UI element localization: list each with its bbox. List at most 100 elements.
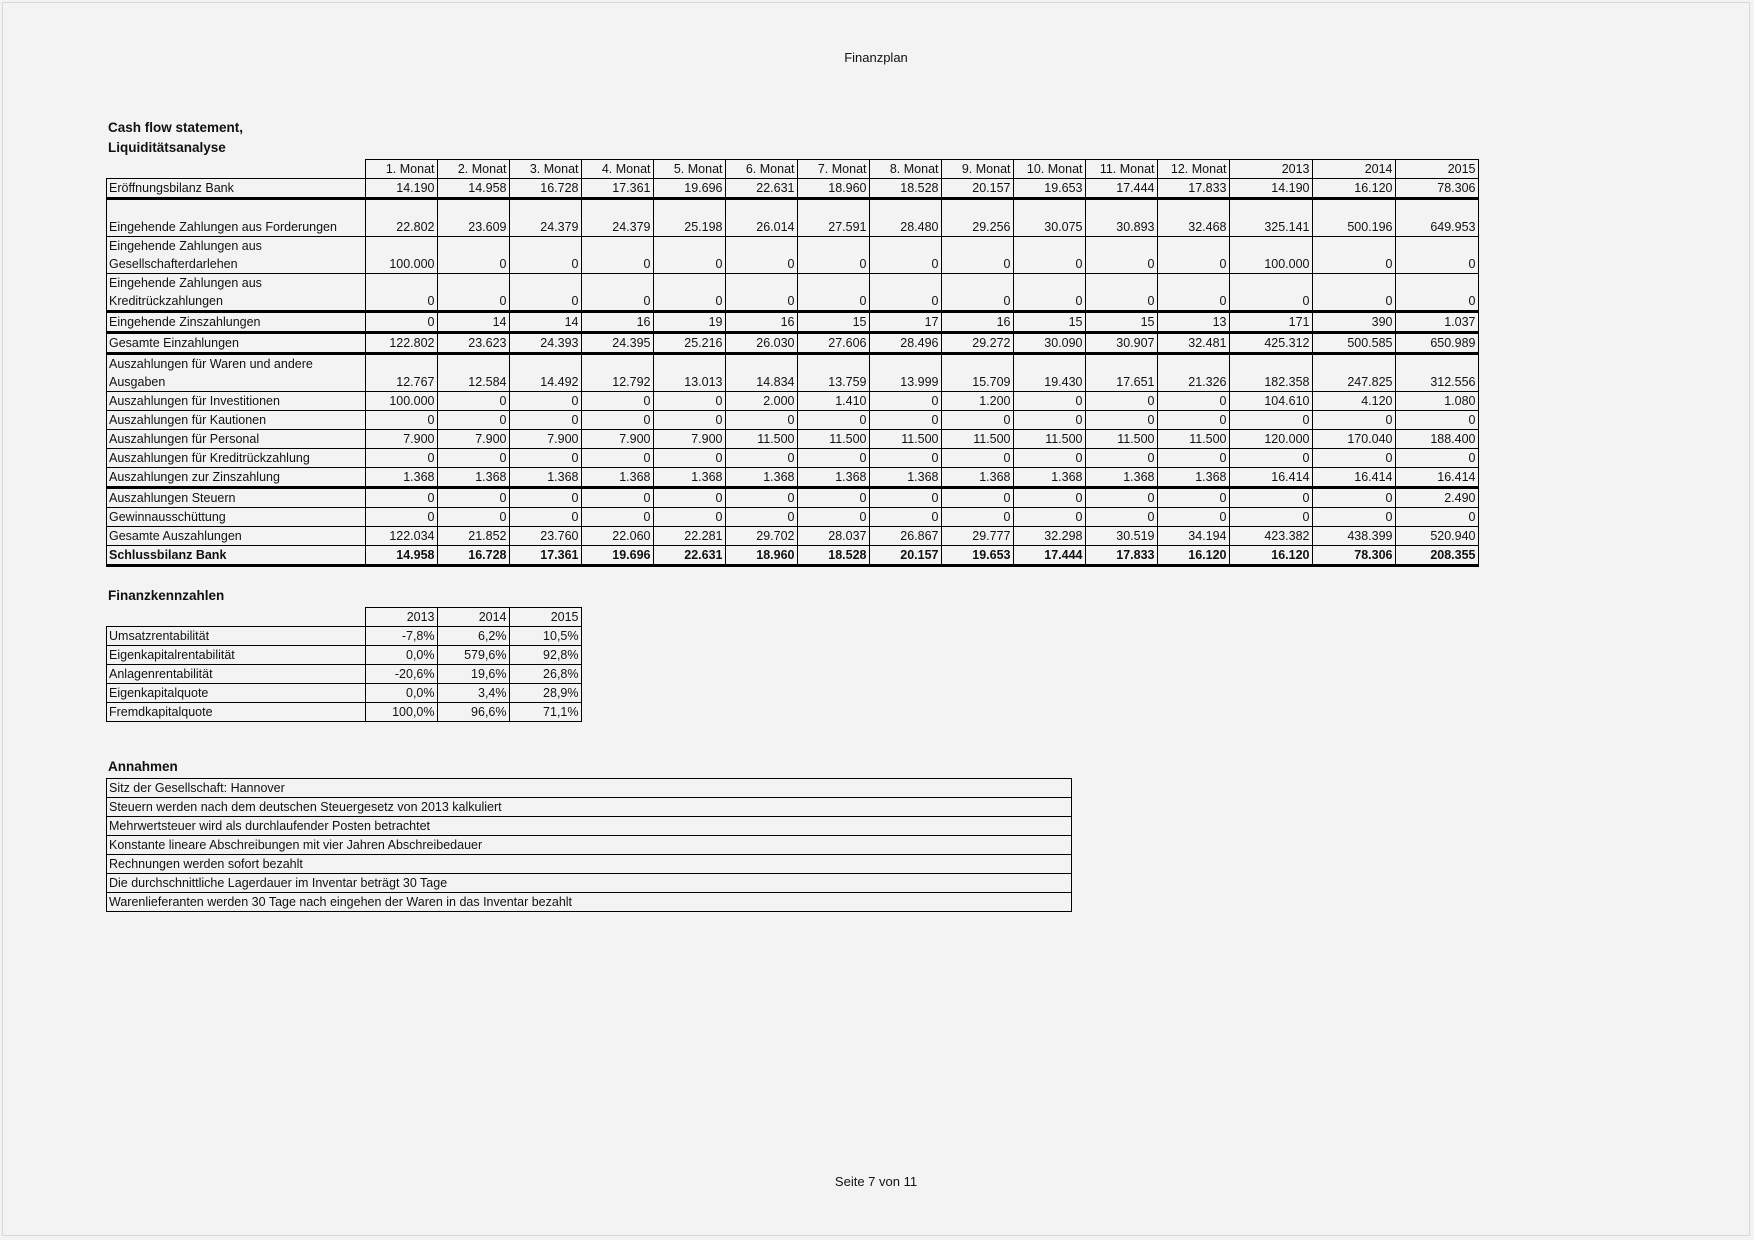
value-cell: 0 (652, 448, 726, 468)
kennzahlen-heading: Finanzkennzahlen (108, 588, 225, 603)
assumption-text: Warenlieferanten werden 30 Tage nach ein… (106, 892, 1072, 912)
value-cell: 15.709 (940, 352, 1014, 392)
value-cell: 19.653 (1012, 178, 1086, 199)
value-cell: 0 (364, 507, 438, 527)
table-row: Auszahlungen für Personal 7.900 7.900 7.900… (106, 429, 1479, 449)
value-cell: 0 (364, 486, 438, 508)
cashflow-subheading: Liquiditätsanalyse (108, 140, 226, 155)
row-label: Umsatzrentabilität (106, 626, 366, 646)
assumption-row: Rechnungen werden sofort bezahlt (106, 854, 1072, 874)
value-cell: 1.368 (580, 467, 654, 488)
column-header: 9. Monat (940, 159, 1014, 179)
value-cell: 0 (364, 310, 438, 333)
value-cell: 27.606 (796, 331, 870, 354)
value-cell: 120.000 (1228, 429, 1313, 449)
table-row: Auszahlungen für Kautionen 0 0 0 0 0 0 0 0 0 0 0 0 0 0… (106, 410, 1479, 430)
value-cell: 0 (1012, 486, 1086, 508)
value-cell: 13.013 (652, 352, 726, 392)
value-cell: 0 (1394, 448, 1479, 468)
value-cell: 11.500 (868, 429, 942, 449)
value-cell: -7,8% (364, 626, 438, 646)
value-cell: 92,8% (508, 645, 582, 665)
value-cell: 0 (652, 486, 726, 508)
value-cell: 26.030 (724, 331, 798, 354)
assumption-text: Die durchschnittliche Lagerdauer im Inve… (106, 873, 1072, 893)
value-cell: 6,2% (436, 626, 510, 646)
column-header: 2014 (1311, 159, 1396, 179)
value-cell: 171 (1228, 310, 1313, 333)
table-row: Gesamte Auszahlungen 122.034 21.852 23.760 2… (106, 526, 1479, 546)
value-cell: 325.141 (1228, 197, 1313, 237)
value-cell: 0 (436, 236, 510, 274)
value-cell: 0 (724, 448, 798, 468)
value-cell: 22.631 (652, 545, 726, 567)
value-cell: 24.379 (580, 197, 654, 237)
value-cell: 0 (868, 391, 942, 411)
value-cell: 16.414 (1228, 467, 1313, 488)
value-cell: 30.907 (1084, 331, 1158, 354)
value-cell: 0 (652, 236, 726, 274)
value-cell: 0 (580, 410, 654, 430)
value-cell: 15 (1084, 310, 1158, 333)
value-cell: 104.610 (1228, 391, 1313, 411)
value-cell: 100.000 (1228, 236, 1313, 274)
value-cell: 0 (868, 448, 942, 468)
value-cell: 0 (940, 410, 1014, 430)
value-cell: 2.490 (1394, 486, 1479, 508)
assumption-text: Konstante lineare Abschreibungen mit vie… (106, 835, 1072, 855)
value-cell: 29.702 (724, 526, 798, 546)
value-cell: 32.468 (1156, 197, 1230, 237)
value-cell: 12.584 (436, 352, 510, 392)
value-cell: 20.157 (940, 178, 1014, 199)
annahmen-heading: Annahmen (108, 759, 178, 774)
value-cell: 0 (1394, 236, 1479, 274)
table-row: Eigenkapitalrentabilität 0,0% 579,6% 92,8% (106, 645, 582, 665)
value-cell: 25.198 (652, 197, 726, 237)
column-header: 6. Monat (724, 159, 798, 179)
value-cell: 14.190 (364, 178, 438, 199)
value-cell: 0 (652, 273, 726, 312)
row-label: Auszahlungen für Personal (106, 429, 366, 449)
value-cell: 0 (508, 486, 582, 508)
value-cell: 122.034 (364, 526, 438, 546)
value-cell: 11.500 (796, 429, 870, 449)
row-label: Eigenkapitalquote (106, 683, 366, 703)
value-cell: 78.306 (1311, 545, 1396, 567)
value-cell: 11.500 (1012, 429, 1086, 449)
value-cell: 0 (940, 236, 1014, 274)
value-cell: 1.080 (1394, 391, 1479, 411)
value-cell: 30.893 (1084, 197, 1158, 237)
value-cell: 7.900 (580, 429, 654, 449)
value-cell: 0 (1156, 448, 1230, 468)
value-cell: 1.200 (940, 391, 1014, 411)
value-cell: 0,0% (364, 645, 438, 665)
value-cell: 11.500 (940, 429, 1014, 449)
assumption-text: Steuern werden nach dem deutschen Steuer… (106, 797, 1072, 817)
value-cell: 649.953 (1394, 197, 1479, 237)
value-cell: 12.767 (364, 352, 438, 392)
value-cell: 17.444 (1084, 178, 1158, 199)
table-row: Gewinnausschüttung 0 0 0 0 0 0 0 0 0 0 0 0 0 0 0 (106, 507, 1479, 527)
value-cell: 13 (1156, 310, 1230, 333)
value-cell: 0 (580, 391, 654, 411)
value-cell: 32.481 (1156, 331, 1230, 354)
table-row: Auszahlungen für Waren und andere Ausgab… (106, 352, 1479, 392)
value-cell: 0 (1228, 273, 1313, 312)
value-cell: 7.900 (652, 429, 726, 449)
row-label: Gesamte Auszahlungen (106, 526, 366, 546)
value-cell: 0 (940, 486, 1014, 508)
value-cell: 0 (364, 273, 438, 312)
value-cell: 16 (940, 310, 1014, 333)
assumption-text: Mehrwertsteuer wird als durchlaufender P… (106, 816, 1072, 836)
value-cell: 0 (1084, 448, 1158, 468)
row-label: Auszahlungen Steuern (106, 486, 366, 508)
value-cell: 22.281 (652, 526, 726, 546)
column-header: 12. Monat (1156, 159, 1230, 179)
value-cell: 24.393 (508, 331, 582, 354)
cashflow-table: 1. Monat 2. Monat 3. Monat 4. Monat 5. Monat… (106, 159, 1479, 567)
value-cell: 1.368 (1084, 467, 1158, 488)
assumption-row: Warenlieferanten werden 30 Tage nach ein… (106, 892, 1072, 912)
value-cell: 170.040 (1311, 429, 1396, 449)
value-cell: 22.631 (724, 178, 798, 199)
value-cell: 0 (580, 236, 654, 274)
